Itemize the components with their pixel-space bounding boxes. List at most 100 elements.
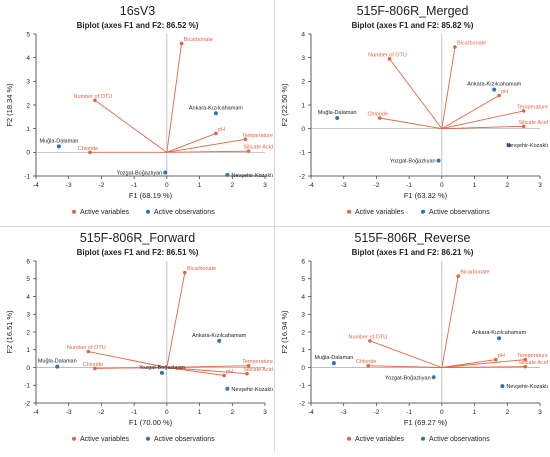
variable-point — [387, 57, 392, 61]
variable-point — [246, 363, 251, 368]
observation-point — [56, 144, 61, 149]
variable-point — [245, 371, 249, 376]
variable-label: Silicate Acid — [518, 360, 548, 366]
variable-vector — [368, 365, 442, 368]
observation-point — [159, 370, 164, 375]
x-tick-label: 0 — [440, 409, 444, 416]
variable-label: pH — [226, 369, 233, 375]
x-tick-label: -4 — [308, 409, 314, 416]
variable-vector — [166, 138, 246, 153]
variable-point — [368, 339, 372, 343]
legend-marker-variables — [72, 209, 76, 214]
observation-point — [225, 386, 230, 391]
variable-vector — [166, 43, 183, 153]
variable-vector — [94, 367, 167, 369]
x-tick-label: 1 — [473, 182, 477, 189]
variable-point — [183, 270, 187, 275]
variable-vector — [441, 125, 524, 130]
dataset-name: 515F-806R_Forward — [80, 231, 195, 245]
x-tick-label: 3 — [263, 409, 267, 416]
y-tick-label: 1 — [26, 126, 30, 133]
x-axis-label: F1 (69.27 %) — [404, 418, 448, 427]
variable-label: Silicate Acid — [243, 367, 273, 373]
y-axis-label: F2 (18.34 %) — [5, 83, 14, 127]
y-tick-label: 1 — [301, 347, 305, 354]
observation-point — [500, 384, 505, 389]
variable-point — [494, 357, 498, 362]
y-tick-label: -1 — [24, 173, 30, 180]
observation-point — [436, 158, 441, 163]
variable-label: Bicarbonate — [184, 37, 213, 43]
dataset-name: 515F-806R_Merged — [357, 4, 469, 18]
legend-marker-variables — [347, 209, 351, 214]
observation-point — [492, 87, 497, 92]
variable-label: Chloride — [367, 112, 387, 118]
x-tick-label: 0 — [440, 182, 444, 189]
variable-point — [243, 137, 248, 142]
observation-label: Muğla-Dalaman — [39, 138, 78, 144]
y-tick-label: 1 — [26, 347, 30, 354]
variable-vector — [166, 367, 225, 376]
variable-point — [523, 357, 528, 362]
x-tick-label: -1 — [131, 182, 137, 189]
observation-point — [331, 361, 336, 366]
observation-point — [506, 143, 511, 148]
variable-label: Number of OTU — [368, 52, 407, 58]
variable-point — [497, 93, 501, 98]
y-tick-label: -2 — [299, 400, 305, 407]
y-tick-label: 5 — [26, 276, 30, 283]
variable-point — [521, 109, 526, 113]
x-axis-label: F1 (63.32 %) — [404, 191, 448, 200]
legend-label-observations: Active observations — [429, 209, 490, 216]
x-tick-label: -4 — [33, 409, 39, 416]
dataset-name: 515F-806R_Reverse — [354, 231, 470, 245]
legend-label-variables: Active variables — [80, 436, 130, 443]
x-tick-label: -2 — [374, 182, 380, 189]
y-tick-label: 5 — [301, 276, 305, 283]
biplot-panel-3: 515F-806R_Forward Biplot (axes F1 and F2:… — [0, 227, 275, 452]
variable-vector — [389, 58, 443, 129]
chart-title: Biplot (axes F1 and F2: 86.52 %) — [77, 21, 199, 30]
observation-label: Nevşehir-Kozaklı — [506, 384, 548, 390]
x-tick-label: -1 — [406, 409, 412, 416]
legend-marker-observations — [146, 436, 150, 441]
variable-label: pH — [218, 127, 225, 133]
chart-title: Biplot (axes F1 and F2: 85.82 %) — [352, 21, 474, 30]
variable-vector — [369, 340, 443, 368]
variable-point — [179, 41, 184, 46]
variable-label: Number of OTU — [73, 94, 112, 100]
x-tick-label: 1 — [198, 182, 202, 189]
x-tick-label: 2 — [230, 182, 234, 189]
y-tick-label: 3 — [26, 79, 30, 86]
variable-vector — [441, 110, 524, 130]
y-axis-label: F2 (22.50 %) — [280, 83, 289, 127]
variable-point — [88, 150, 92, 155]
chart-title: Biplot (axes F1 and F2: 86.21 %) — [352, 248, 474, 257]
y-tick-label: 0 — [26, 365, 30, 372]
x-tick-label: 3 — [538, 409, 542, 416]
variable-label: Bicarbonate — [187, 266, 216, 272]
variable-vector — [441, 366, 526, 368]
variable-label: Chloride — [83, 362, 103, 368]
y-tick-label: 4 — [26, 55, 30, 62]
variable-point — [377, 116, 382, 120]
variable-label: Silicate Acid — [243, 145, 273, 151]
x-tick-label: -4 — [308, 182, 314, 189]
x-tick-label: -1 — [406, 182, 412, 189]
x-tick-label: -3 — [341, 409, 347, 416]
variable-label: pH — [501, 89, 508, 95]
y-tick-label: -1 — [299, 383, 305, 390]
x-tick-label: 1 — [198, 409, 202, 416]
variable-vector — [379, 117, 442, 130]
y-tick-label: 2 — [26, 329, 30, 336]
legend-marker-variables — [72, 436, 76, 441]
legend-marker-variables — [347, 436, 351, 441]
biplot-panel-2: 515F-806R_Merged Biplot (axes F1 and F2: … — [275, 0, 550, 225]
legend-marker-observations — [421, 209, 425, 214]
observation-label: Muğla-Dalaman — [318, 110, 357, 116]
y-tick-label: 2 — [301, 329, 305, 336]
observation-label: Yozgat-Boğazlıyan — [390, 159, 436, 165]
x-tick-label: -3 — [341, 182, 347, 189]
